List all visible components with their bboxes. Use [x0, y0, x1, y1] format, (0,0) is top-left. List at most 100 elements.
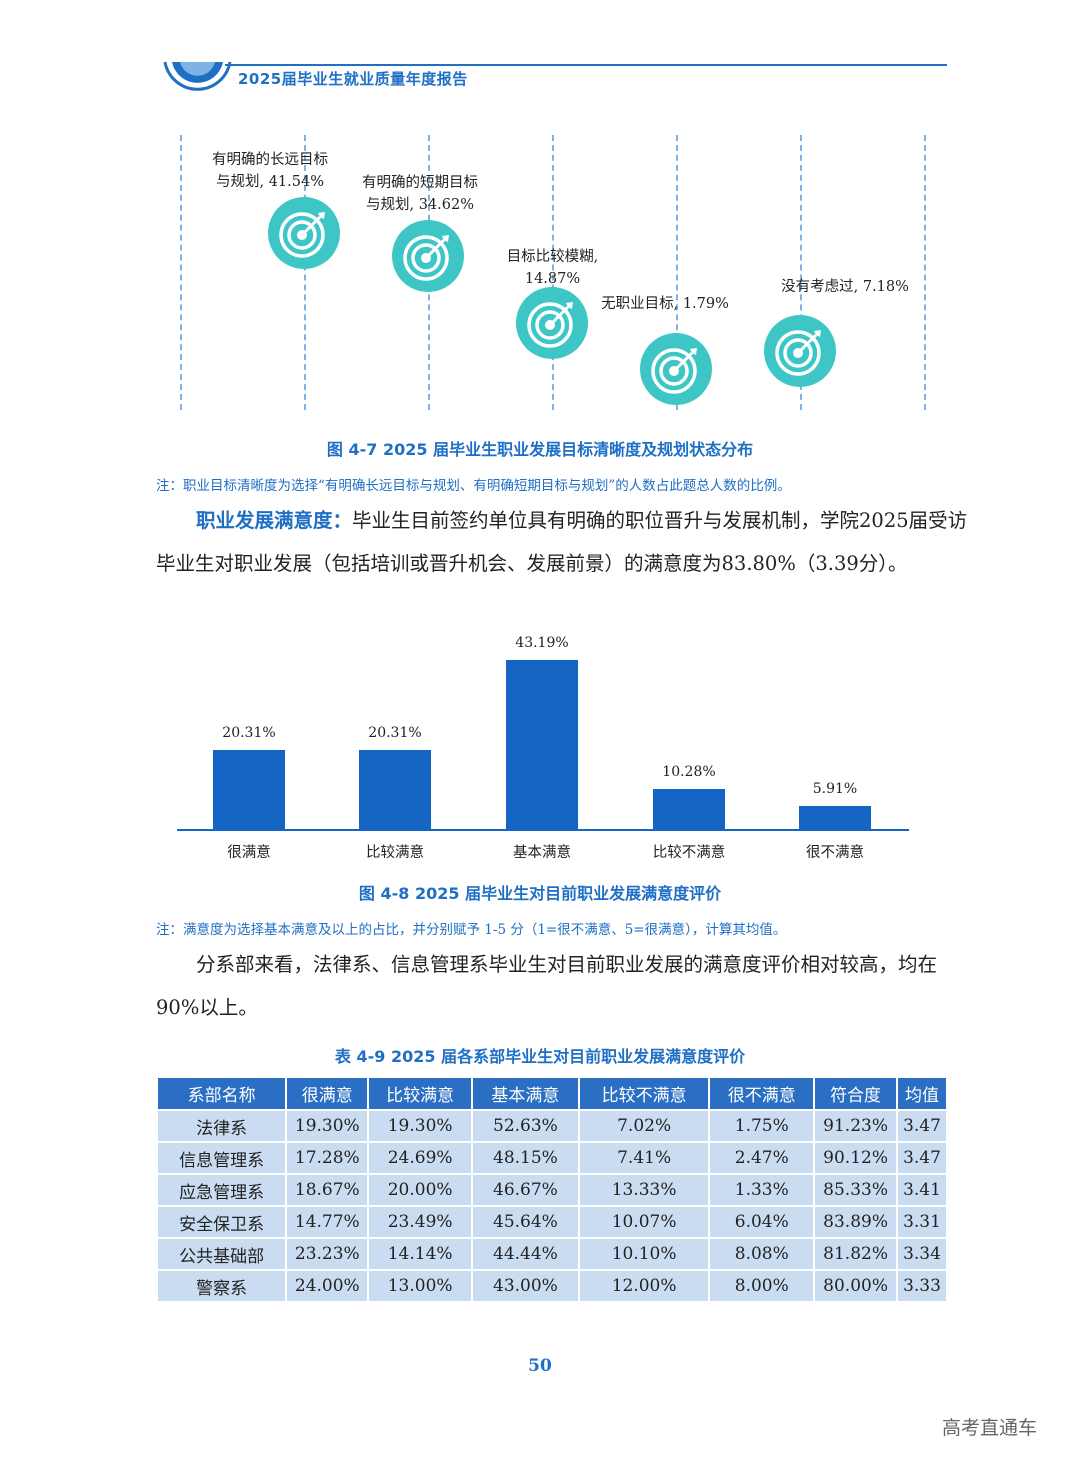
grid-line: [552, 135, 554, 410]
table-cell: 3.31: [896, 1205, 948, 1239]
table-cell: 20.00%: [367, 1173, 474, 1207]
table-cell: 24.00%: [285, 1269, 370, 1303]
table-cell: 19.30%: [285, 1109, 370, 1143]
table-header-cell: 比较不满意: [577, 1076, 711, 1111]
table-cell: 13.00%: [367, 1269, 474, 1303]
target-icon: [392, 220, 464, 292]
bar-category-label: 很不满意: [806, 845, 864, 861]
bar-value-label: 20.31%: [368, 724, 422, 741]
paragraph-text: 毕业生目前签约单位具有明确的职位晋升与发展机制，学院2025届受访毕业生对职业发…: [156, 509, 968, 575]
figure-4-7-caption: 图 4-7 2025 届毕业生职业发展目标清晰度及规划状态分布: [326, 440, 754, 459]
table-row: 警察系 24.00% 13.00% 43.00% 12.00% 8.00% 80.00% 3.…: [155, 1269, 948, 1303]
table-header-cell: 很满意: [285, 1076, 370, 1111]
table-header-cell: 基本满意: [471, 1076, 580, 1111]
table-cell: 13.33%: [577, 1173, 711, 1207]
paragraph-department: 分系部来看，法律系、信息管理系毕业生对目前职业发展的满意度评价相对较高，均在 9…: [156, 953, 938, 1019]
department-name-cell: 信息管理系: [155, 1141, 288, 1175]
figure-4-8-caption: 图 4-8 2025 届毕业生对目前职业发展满意度评价: [358, 884, 722, 903]
table-header-cell: 很不满意: [708, 1076, 816, 1111]
table-cell: 23.49%: [367, 1205, 474, 1239]
paragraph-highlight: 职业发展满意度：: [196, 509, 353, 532]
department-name-cell: 应急管理系: [155, 1173, 288, 1207]
goal-label-5: 没有考虑过, 7.18%: [781, 279, 909, 295]
grid-line: [800, 135, 802, 410]
table-header-cell: 符合度: [813, 1076, 899, 1111]
table-cell: 48.15%: [471, 1141, 580, 1175]
table-cell: 19.30%: [367, 1109, 474, 1143]
grid-line: [676, 135, 678, 410]
table-cell: 91.23%: [813, 1109, 899, 1143]
figure-4-7-note: 注：职业目标清晰度为选择“有明确长远目标与规划、有明确短期目标与规划”的人数占此…: [156, 478, 791, 494]
grid-line: [924, 135, 926, 410]
paragraph-satisfaction: 职业发展满意度：毕业生目前签约单位具有明确的职位晋升与发展机制，学院2025届受…: [156, 499, 976, 585]
table-cell: 23.23%: [285, 1237, 370, 1271]
bar-4: [653, 788, 725, 829]
table-header-cell: 比较满意: [367, 1076, 474, 1111]
goal-label-1: 有明确的长远目标 与规划, 41.54%: [212, 152, 328, 190]
header-logo: [163, 61, 232, 91]
table-row: 法律系 19.30% 19.30% 52.63% 7.02% 1.75% 91.23% 3.4…: [155, 1109, 948, 1143]
table-header-cell: 均值: [896, 1076, 948, 1111]
table-cell: 3.47: [896, 1109, 948, 1143]
table-cell: 81.82%: [813, 1237, 899, 1271]
table-header-row: 系部名称 很满意 比较满意 基本满意 比较不满意 很不满意 符合度 均值: [155, 1076, 948, 1111]
bar-value-label: 43.19%: [515, 635, 569, 651]
bar-value-label: 5.91%: [812, 780, 858, 797]
target-icon: [268, 197, 340, 269]
table-cell: 14.14%: [367, 1237, 474, 1271]
goal-label-3: 目标比较模糊, 14.87%: [506, 249, 599, 287]
table-row: 应急管理系 18.67% 20.00% 46.67% 13.33% 1.33% 85.33%…: [155, 1173, 948, 1207]
table-cell: 1.75%: [708, 1109, 816, 1143]
bar-value-label: 10.28%: [662, 763, 716, 780]
table-cell: 14.77%: [285, 1205, 370, 1239]
table-cell: 17.28%: [285, 1141, 370, 1175]
header-line: [225, 64, 947, 66]
watermark: 高考直通车: [942, 1417, 1038, 1439]
table-cell: 3.41: [896, 1173, 948, 1207]
table-cell: 90.12%: [813, 1141, 899, 1175]
bar-2: [359, 749, 431, 829]
bar-category-label: 基本满意: [513, 845, 571, 861]
table-cell: 18.67%: [285, 1173, 370, 1207]
table-cell: 8.08%: [708, 1237, 816, 1271]
target-icon: [516, 287, 588, 359]
table-cell: 43.00%: [471, 1269, 580, 1303]
table-cell: 7.41%: [577, 1141, 711, 1175]
table-cell: 10.07%: [577, 1205, 711, 1239]
target-icon: [764, 315, 836, 387]
bar-category-label: 比较满意: [366, 845, 424, 861]
table-cell: 3.33: [896, 1269, 948, 1303]
bar-category-label: 很满意: [227, 845, 271, 861]
table-row: 安全保卫系 14.77% 23.49% 45.64% 10.07% 6.04% 83.89%…: [155, 1205, 948, 1239]
header-title: 2025届毕业生就业质量年度报告: [238, 70, 468, 88]
table-cell: 24.69%: [367, 1141, 474, 1175]
department-name-cell: 法律系: [155, 1109, 288, 1143]
grid-line: [304, 135, 306, 410]
bar-category-label: 比较不满意: [652, 845, 726, 861]
table-cell: 7.02%: [577, 1109, 711, 1143]
department-satisfaction-table: 系部名称 很满意 比较满意 基本满意 比较不满意 很不满意 符合度 均值 法律系…: [155, 1076, 948, 1303]
table-cell: 3.34: [896, 1237, 948, 1271]
table-header-cell: 系部名称: [155, 1076, 288, 1111]
chart-baseline: [177, 829, 909, 831]
bar-value-label: 20.31%: [222, 724, 276, 741]
table-cell: 44.44%: [471, 1237, 580, 1271]
table-cell: 83.89%: [813, 1205, 899, 1239]
table-4-9-caption: 表 4-9 2025 届各系部毕业生对目前职业发展满意度评价: [334, 1047, 746, 1066]
goal-label-2: 有明确的短期目标 与规划, 34.62%: [362, 175, 478, 213]
table-cell: 52.63%: [471, 1109, 580, 1143]
bar-5: [799, 805, 871, 829]
grid-line: [180, 135, 182, 410]
department-name-cell: 警察系: [155, 1269, 288, 1303]
bar-1: [213, 749, 285, 829]
page-number: 50: [528, 1356, 552, 1376]
department-name-cell: 安全保卫系: [155, 1205, 288, 1239]
target-icon: [640, 333, 712, 405]
table-cell: 2.47%: [708, 1141, 816, 1175]
table-cell: 1.33%: [708, 1173, 816, 1207]
table-cell: 12.00%: [577, 1269, 711, 1303]
table-cell: 10.10%: [577, 1237, 711, 1271]
table-cell: 45.64%: [471, 1205, 580, 1239]
table-cell: 46.67%: [471, 1173, 580, 1207]
department-name-cell: 公共基础部: [155, 1237, 288, 1271]
